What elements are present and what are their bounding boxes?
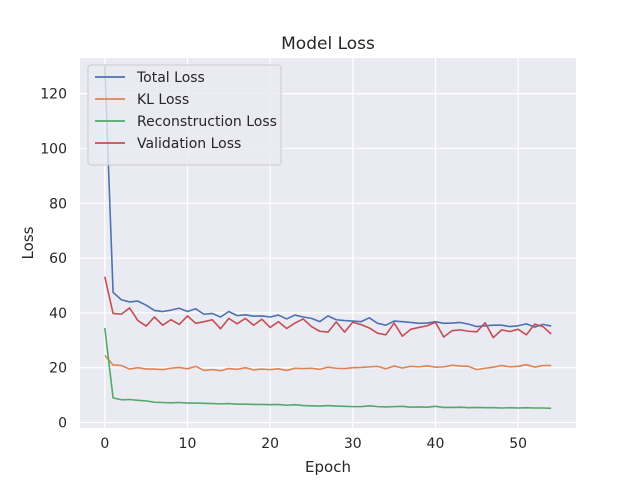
series-line-total-loss (104, 66, 552, 328)
y-tick-label: 60 (49, 251, 67, 267)
x-tick-label: 10 (179, 436, 197, 452)
legend-label-kl-loss: KL Loss (137, 92, 189, 108)
tick-labels: 0 10 20 30 40 50 0 20 40 60 80 100 120 (40, 87, 527, 452)
legend-label-total-loss: Total Loss (136, 70, 205, 86)
y-tick-label: 40 (49, 306, 67, 322)
y-tick-label: 0 (58, 416, 67, 432)
x-axis-label: Epoch (305, 458, 351, 476)
legend-label-validation-loss: Validation Loss (137, 136, 241, 152)
chart-title: Model Loss (281, 34, 375, 54)
series-line-kl-loss (104, 354, 552, 372)
series-lines (104, 66, 552, 410)
legend-label-reconstruction-loss: Reconstruction Loss (137, 114, 277, 130)
y-tick-label: 100 (40, 141, 67, 157)
series-line-reconstruction-loss (104, 327, 552, 410)
y-axis-label: Loss (19, 226, 37, 259)
y-tick-label: 120 (40, 87, 67, 103)
x-tick-label: 40 (427, 436, 445, 452)
legend-box (87, 64, 282, 166)
x-tick-label: 50 (509, 436, 527, 452)
legend: Total Loss KL Loss Reconstruction Loss Vali… (87, 64, 282, 166)
y-tick-label: 20 (49, 361, 67, 377)
x-tick-label: 30 (344, 436, 362, 452)
y-tick-label: 80 (49, 196, 67, 212)
series-line-validation-loss (104, 276, 552, 339)
x-tick-label: 0 (100, 436, 109, 452)
x-tick-label: 20 (261, 436, 279, 452)
